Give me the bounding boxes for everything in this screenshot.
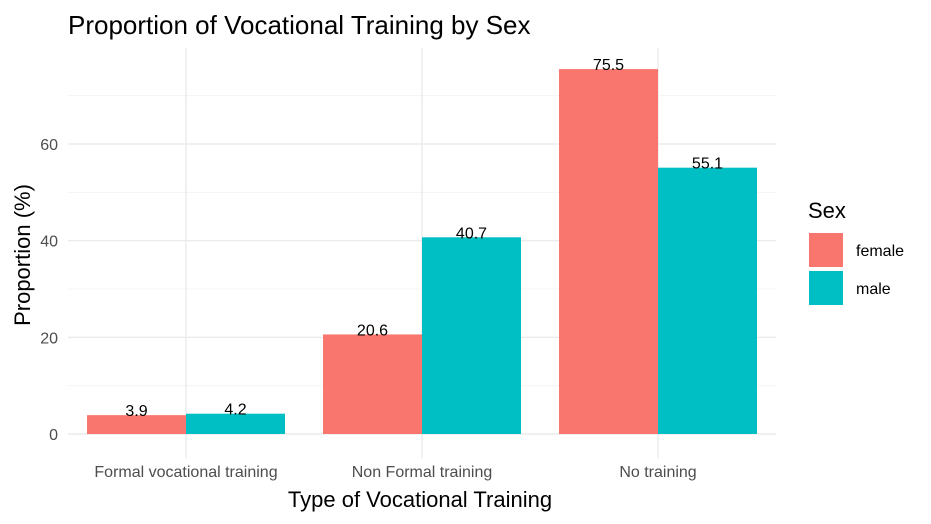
- legend-label: female: [856, 243, 904, 260]
- y-axis-title: Proportion (%): [10, 184, 35, 326]
- y-tick-label: 40: [40, 234, 58, 251]
- legend-key-male: [809, 271, 843, 305]
- data-label: 75.5: [593, 57, 624, 74]
- legend: Sex female male: [808, 198, 904, 305]
- bar-male: [186, 413, 285, 434]
- data-label: 3.9: [125, 403, 147, 420]
- bars: [87, 69, 757, 434]
- bar-male: [658, 167, 757, 434]
- data-labels: 3.9 4.2 20.6 40.7 75.5 55.1: [125, 57, 723, 420]
- y-axis-ticks: 0 20 40 60: [40, 137, 58, 444]
- bar-female: [323, 334, 422, 434]
- y-tick-label: 20: [40, 330, 58, 347]
- bar-male: [422, 237, 521, 434]
- data-label: 55.1: [692, 156, 723, 173]
- chart-title: Proportion of Vocational Training by Sex: [68, 10, 531, 40]
- x-axis-ticks: Formal vocational training Non Formal tra…: [94, 464, 696, 481]
- data-label: 4.2: [224, 402, 246, 419]
- legend-title: Sex: [808, 198, 846, 223]
- x-tick-label: Formal vocational training: [94, 464, 277, 481]
- data-label: 40.7: [456, 225, 487, 242]
- y-tick-label: 60: [40, 137, 58, 154]
- x-tick-label: No training: [619, 464, 696, 481]
- x-axis-title: Type of Vocational Training: [288, 487, 552, 512]
- x-tick-label: Non Formal training: [352, 464, 493, 481]
- data-label: 20.6: [357, 322, 388, 339]
- bar-female: [87, 415, 186, 434]
- legend-label: male: [856, 281, 891, 298]
- bar-female: [559, 69, 658, 434]
- plot-area: 3.9 4.2 20.6 40.7 75.5 55.1: [68, 48, 776, 458]
- legend-key-female: [809, 233, 843, 267]
- y-tick-label: 0: [49, 427, 58, 444]
